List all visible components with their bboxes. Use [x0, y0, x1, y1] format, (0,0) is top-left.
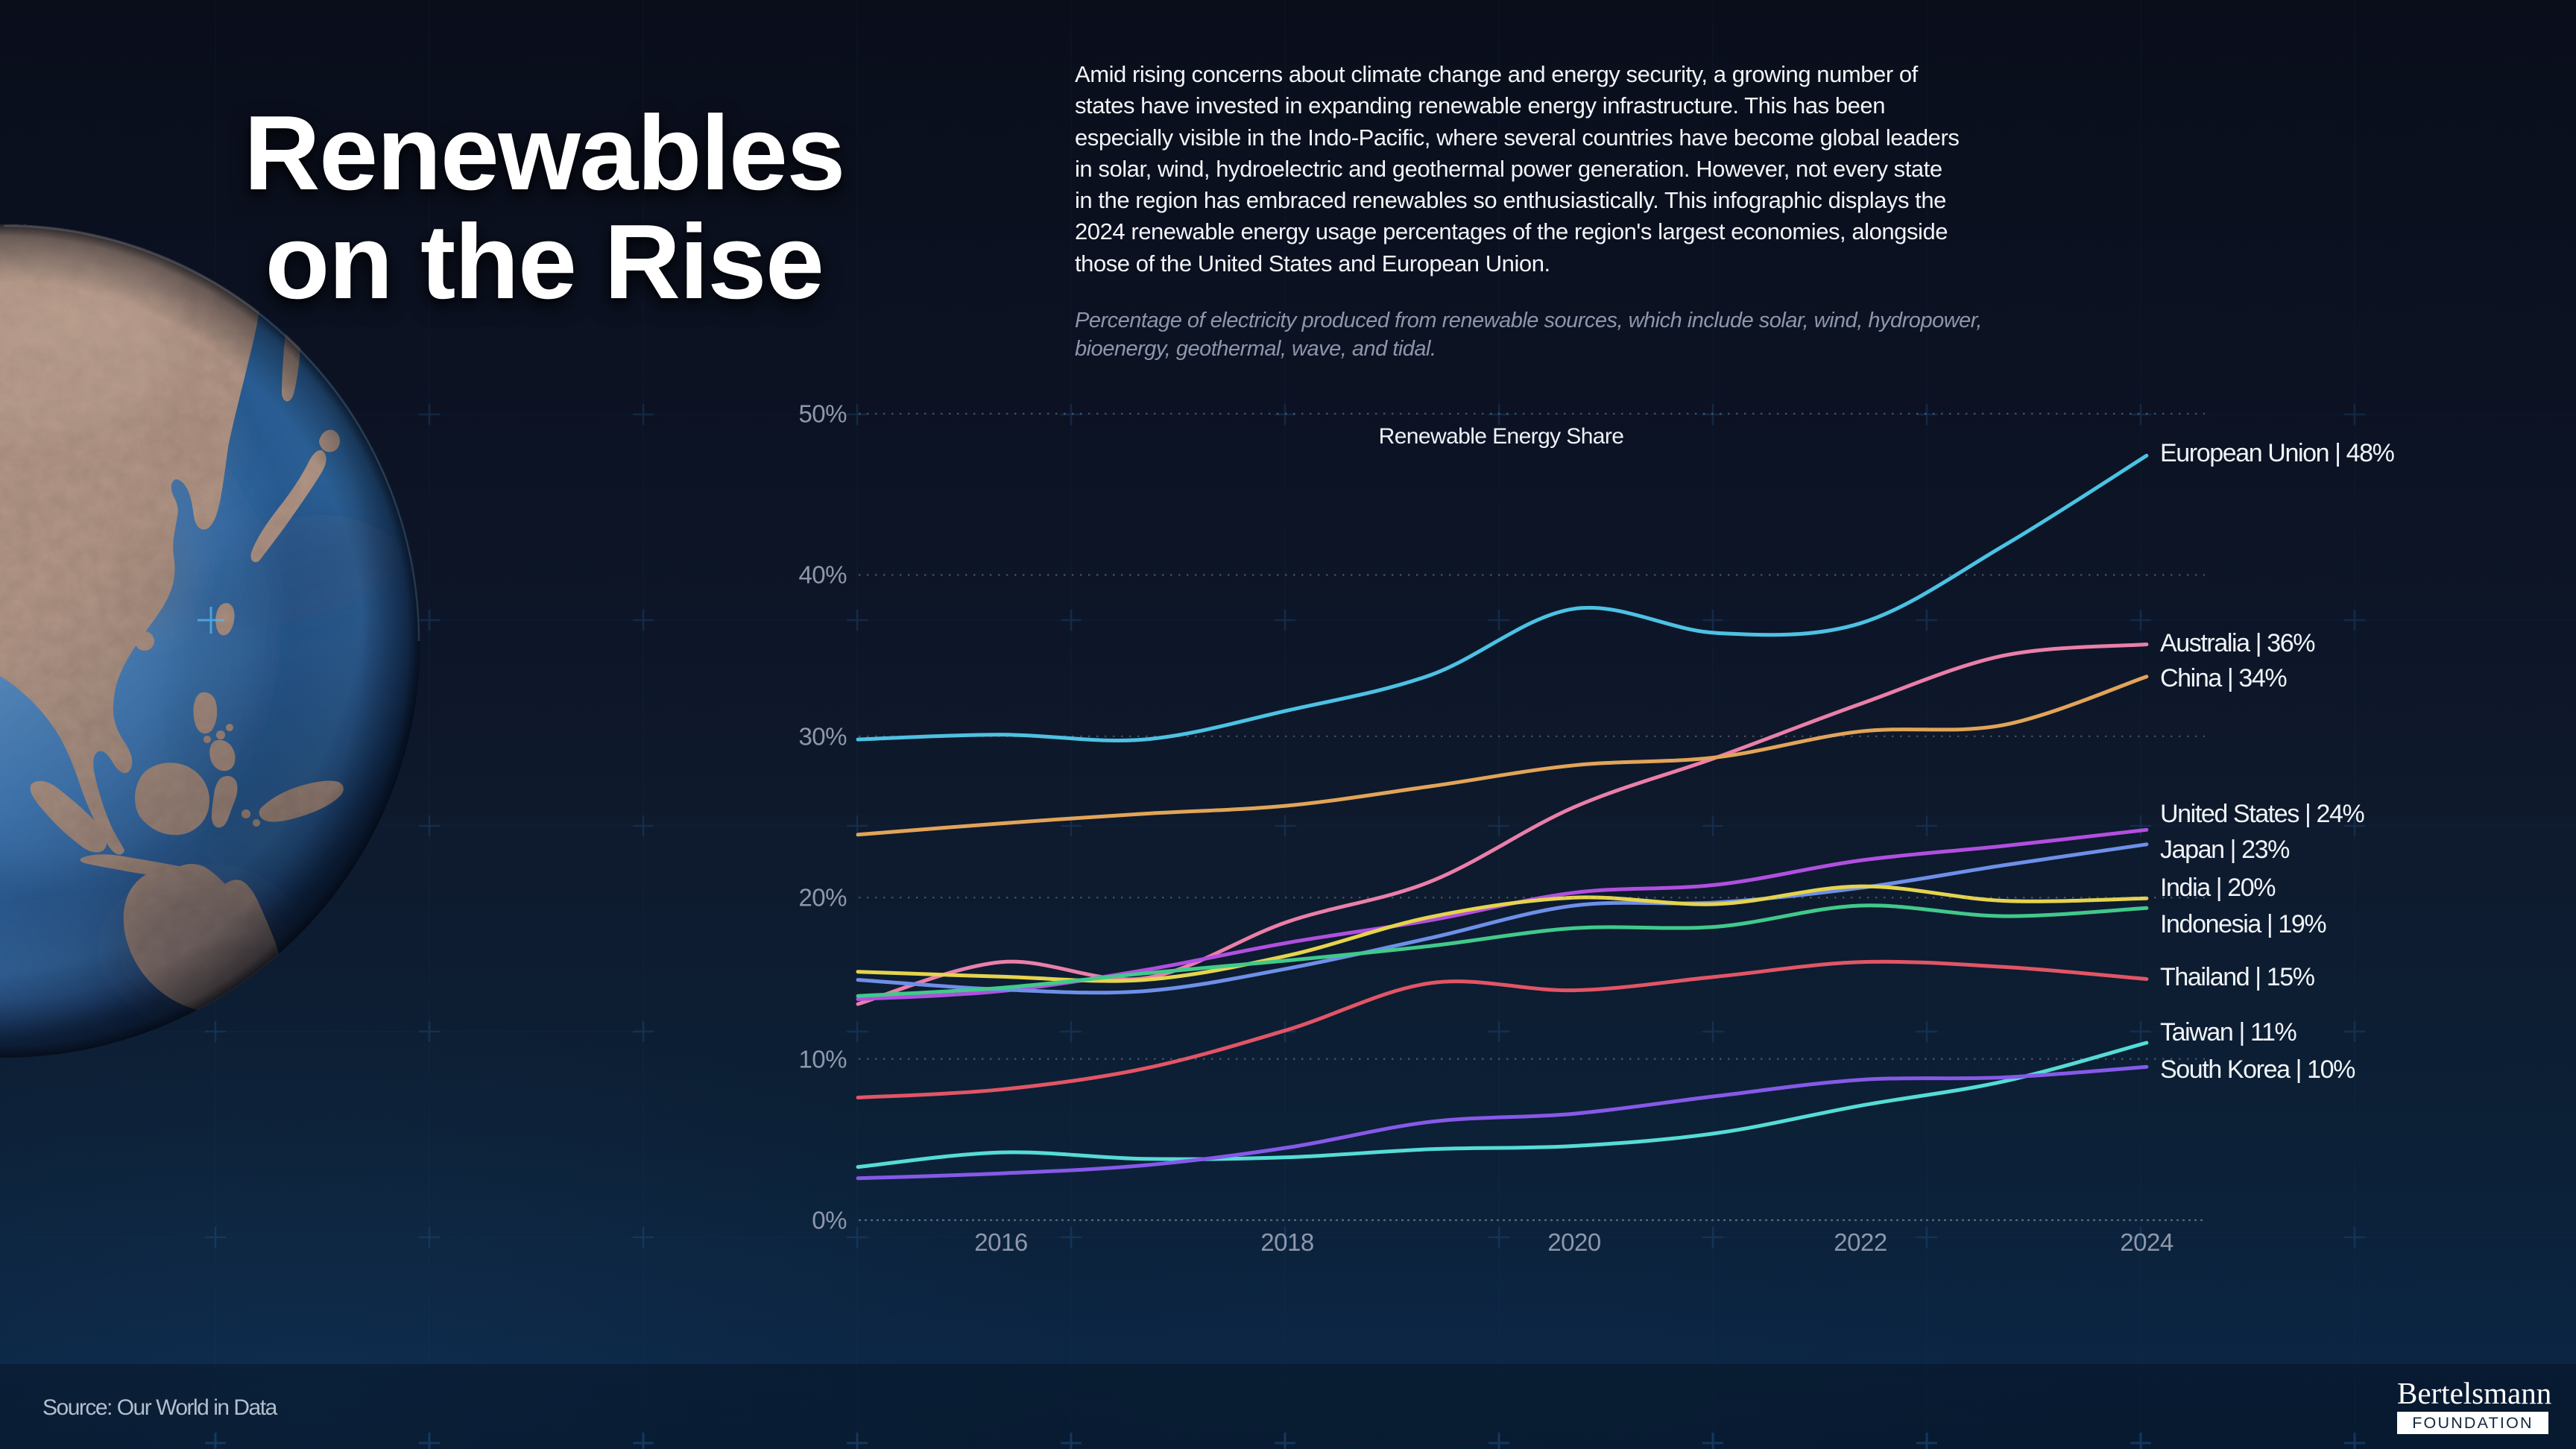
svg-text:European Union | 48%: European Union | 48%: [2160, 439, 2395, 467]
svg-text:2024: 2024: [2120, 1228, 2174, 1256]
svg-text:Taiwan | 11%: Taiwan | 11%: [2160, 1018, 2296, 1046]
svg-text:2018: 2018: [1260, 1228, 1313, 1256]
svg-text:40%: 40%: [798, 561, 847, 589]
svg-text:South Korea | 10%: South Korea | 10%: [2160, 1055, 2355, 1084]
svg-text:Australia | 36%: Australia | 36%: [2160, 629, 2315, 657]
svg-text:50%: 50%: [798, 400, 847, 428]
svg-text:China | 34%: China | 34%: [2160, 664, 2287, 692]
svg-text:Renewable Energy Share: Renewable Energy Share: [1379, 424, 1624, 449]
svg-text:Japan | 23%: Japan | 23%: [2160, 836, 2290, 864]
svg-text:2022: 2022: [1834, 1228, 1887, 1256]
svg-text:2020: 2020: [1547, 1228, 1601, 1256]
svg-text:30%: 30%: [798, 723, 847, 751]
svg-text:10%: 10%: [798, 1046, 847, 1073]
svg-text:India | 20%: India | 20%: [2160, 874, 2276, 902]
svg-text:Indonesia | 19%: Indonesia | 19%: [2160, 910, 2326, 938]
svg-text:0%: 0%: [812, 1207, 847, 1234]
svg-text:United States | 24%: United States | 24%: [2160, 800, 2364, 828]
svg-text:2016: 2016: [974, 1228, 1027, 1256]
svg-text:20%: 20%: [798, 884, 847, 912]
svg-text:Thailand | 15%: Thailand | 15%: [2160, 963, 2315, 991]
